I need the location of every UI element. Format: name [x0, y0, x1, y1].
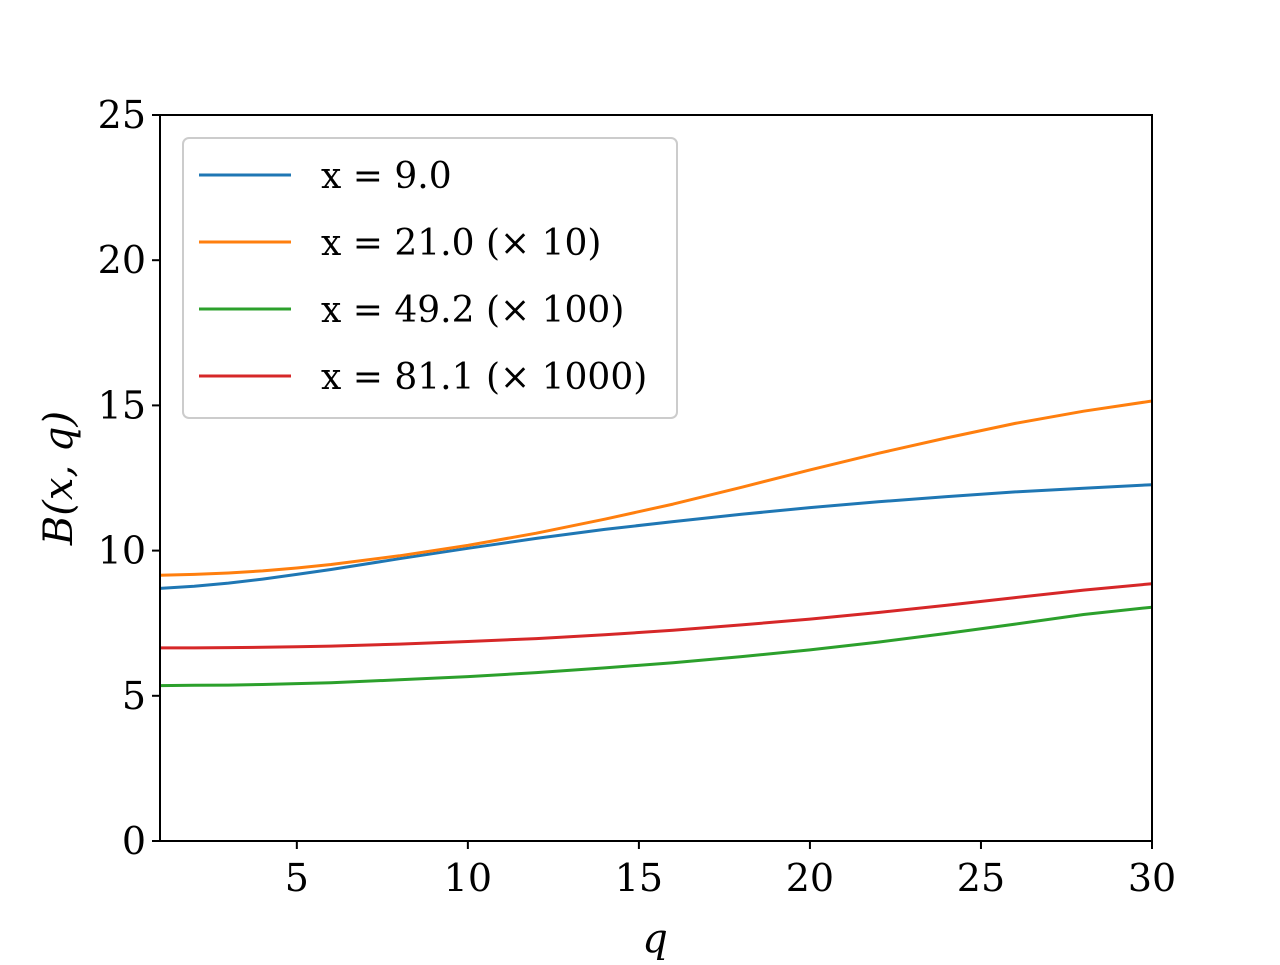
plot-area: 5 10 15 20 25 30 0 5 10 15 20 25 [98, 93, 1177, 900]
x-tick-label: 5 [285, 856, 309, 900]
axes-frame [159, 114, 1153, 842]
legend-box [182, 137, 678, 419]
x-tick-label: 15 [615, 856, 663, 900]
series-line-1 [160, 483, 1152, 590]
x-tick-label: 20 [786, 856, 834, 900]
legend-label-2: x = 21.0 (× 10) [321, 223, 601, 264]
series-line-4 [160, 582, 1152, 650]
y-tick-label: 15 [98, 383, 146, 427]
x-tick-label: 25 [957, 856, 1005, 900]
y-tick-label: 25 [98, 93, 146, 137]
legend-label-1: x = 9.0 [321, 156, 452, 197]
y-tick-label: 0 [122, 819, 146, 863]
series-line-3 [160, 605, 1152, 688]
y-tick-label: 20 [98, 238, 146, 282]
y-tick-label: 10 [98, 529, 146, 573]
legend: x = 9.0 x = 21.0 (× 10) x = 49.2 (× 100) x … [182, 137, 678, 419]
legend-label-4: x = 81.1 (× 1000) [321, 357, 647, 398]
series-line-2 [160, 399, 1152, 577]
x-axis-label: q [642, 916, 668, 960]
y-axis-label: B(x, q) [36, 411, 82, 546]
legend-label-3: x = 49.2 (× 100) [321, 290, 624, 331]
x-tick-label: 30 [1128, 856, 1176, 900]
x-tick-label: 10 [444, 856, 492, 900]
y-tick-label: 5 [122, 674, 146, 718]
